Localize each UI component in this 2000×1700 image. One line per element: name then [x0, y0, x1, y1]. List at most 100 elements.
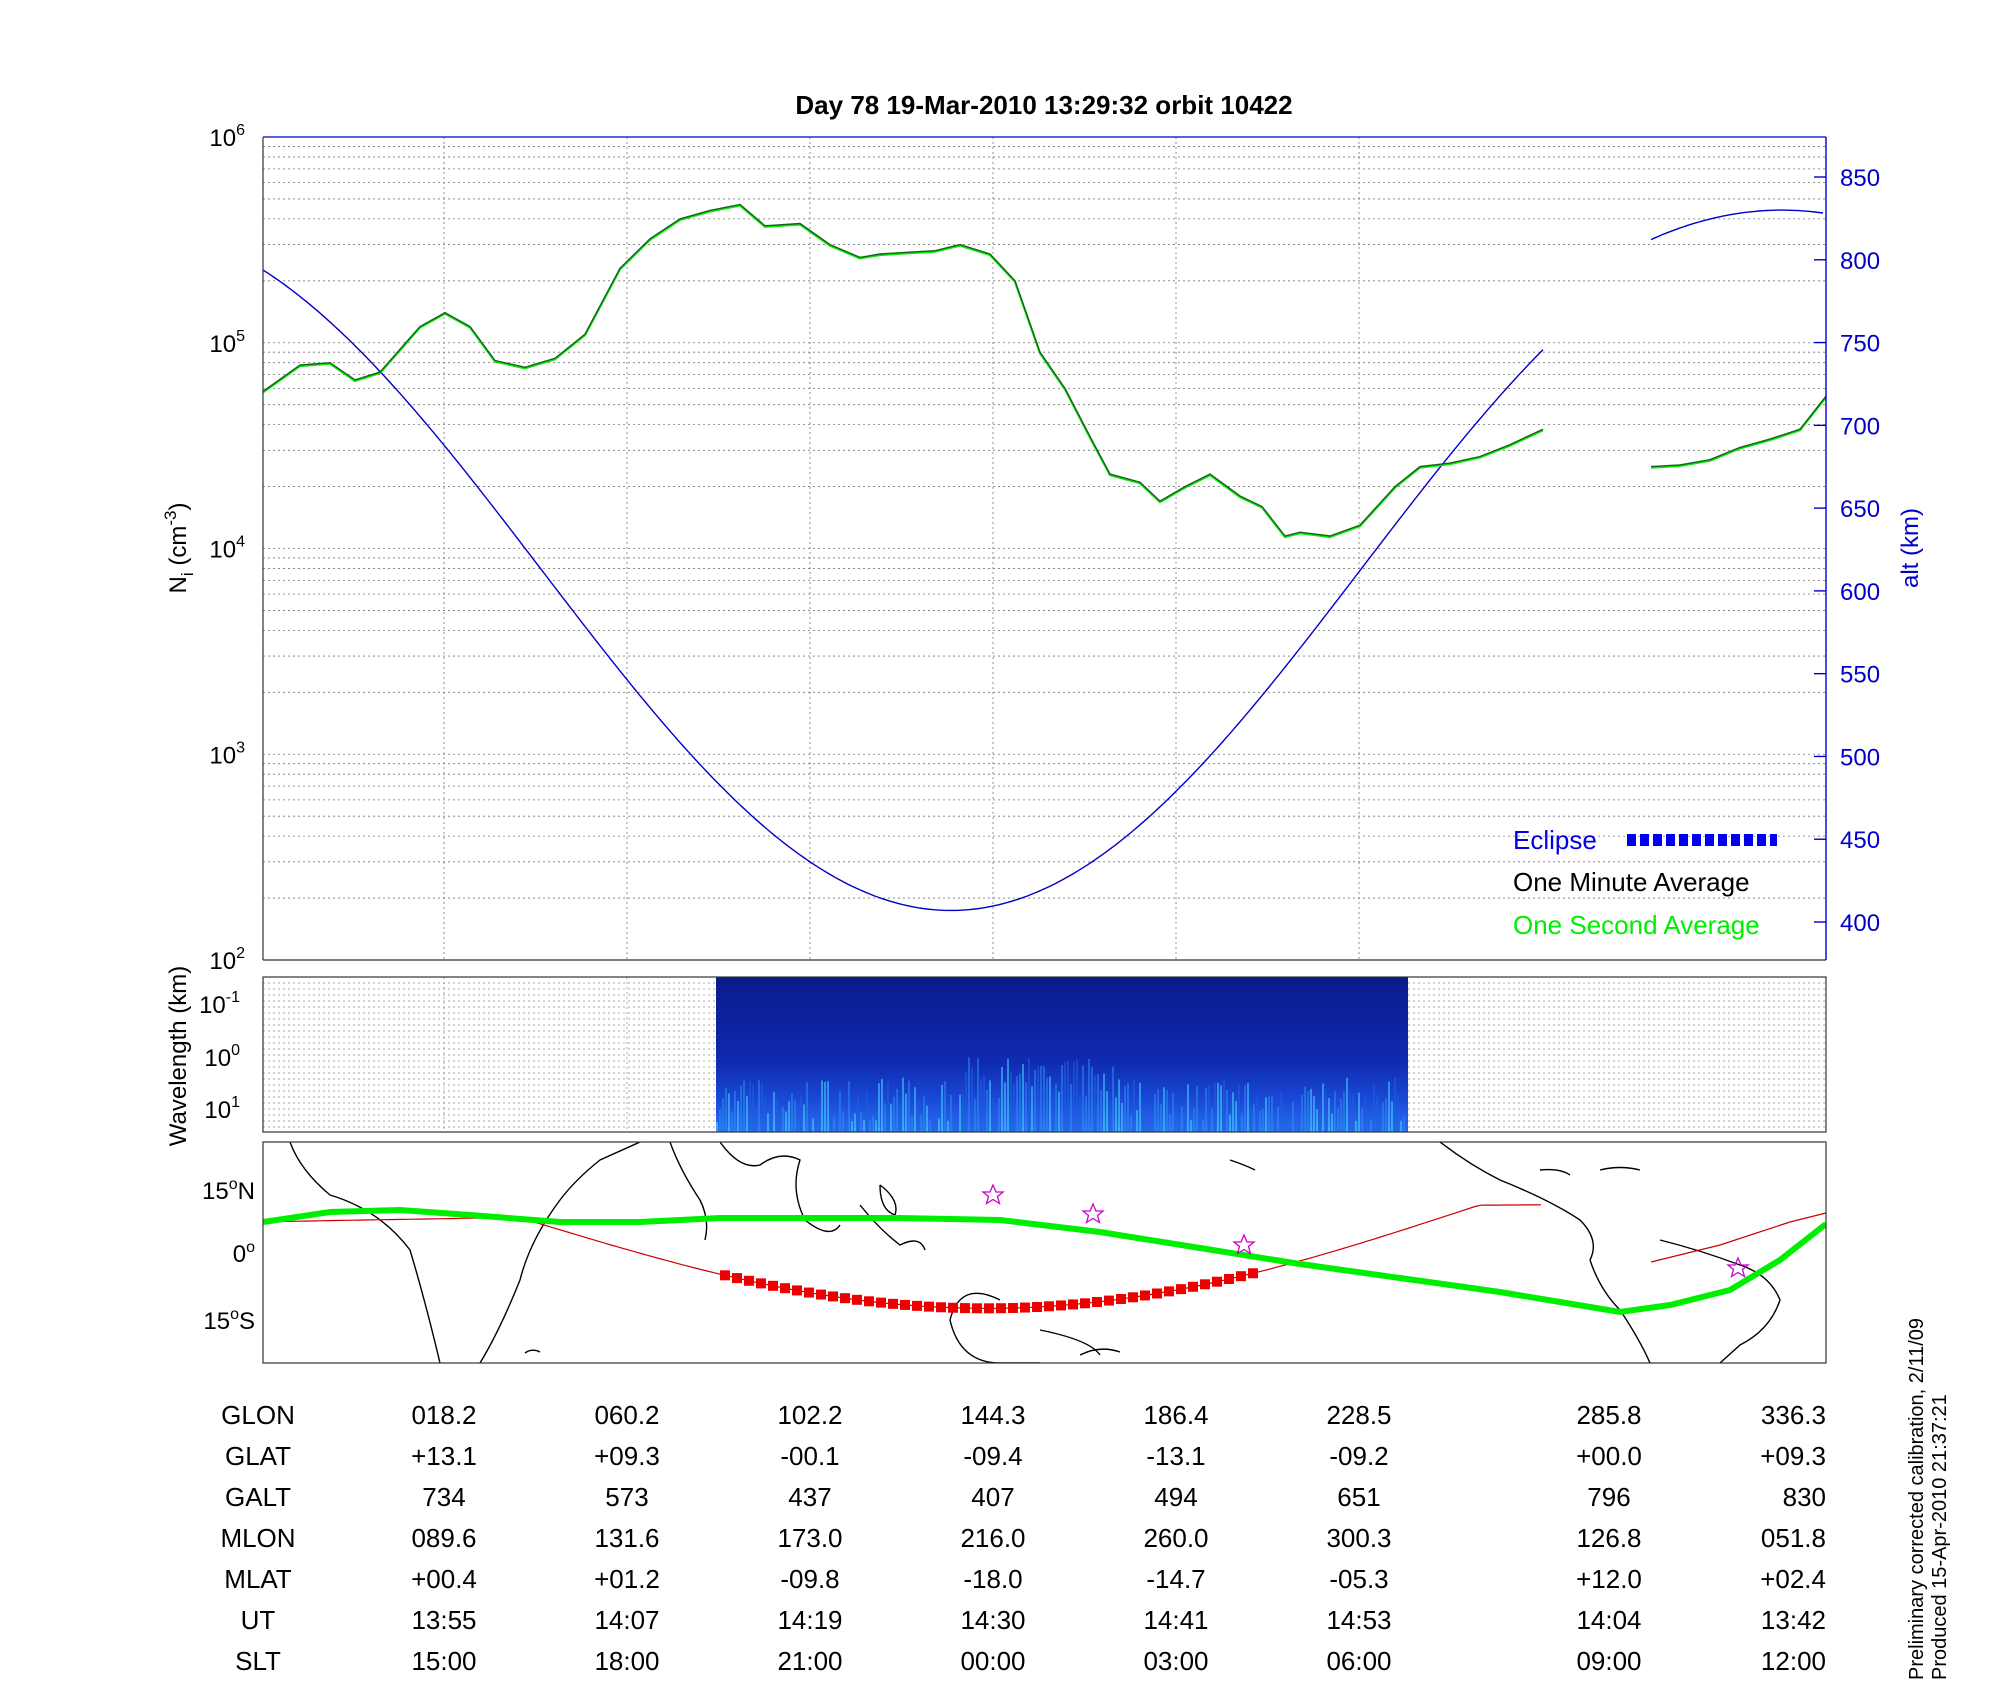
- table-cell: 14:07: [594, 1605, 659, 1635]
- track-eclipse-marker: [1140, 1290, 1150, 1301]
- wavelength-spectrogram-panel: 10-1 100 101 Wavelength (km): [165, 966, 1827, 1147]
- star-icon: [1726, 1256, 1750, 1278]
- tick-base: 10: [209, 948, 236, 975]
- track-eclipse-marker: [1032, 1302, 1042, 1313]
- station-markers: [981, 1183, 1750, 1278]
- wavelength-tick-label: 101: [204, 1094, 240, 1124]
- coastlines: [289, 1142, 1781, 1363]
- track-eclipse-marker: [1224, 1274, 1234, 1285]
- track-eclipse-marker: [1080, 1298, 1090, 1309]
- track-eclipse-marker: [1188, 1281, 1198, 1292]
- wavelength-tick-label: 100: [204, 1042, 240, 1072]
- top-grid: [263, 137, 1826, 961]
- table-cell: -14.7: [1146, 1564, 1205, 1594]
- one-minute-average-line: [263, 203, 1544, 537]
- track-eclipse-marker: [816, 1289, 826, 1300]
- table-cell: 437: [788, 1482, 831, 1512]
- latitude-tick-label: 15oS: [203, 1306, 255, 1335]
- orbit-parameter-table: GLON GLAT GALT MLON MLAT UT SLT 018.2 +13.1 734 08…: [220, 1400, 1826, 1676]
- table-cell: 300.3: [1326, 1523, 1391, 1553]
- spectrogram-image: [716, 977, 1408, 1132]
- table-cell: 14:19: [777, 1605, 842, 1635]
- table-cell: -13.1: [1146, 1441, 1205, 1471]
- table-cell: 14:53: [1326, 1605, 1391, 1635]
- table-cell: -05.3: [1329, 1564, 1388, 1594]
- table-cell: 131.6: [594, 1523, 659, 1553]
- altitude-line: [263, 269, 1544, 912]
- table-row-label: MLAT: [224, 1564, 292, 1594]
- track-eclipse-marker: [840, 1293, 850, 1304]
- table-cell: 830: [1783, 1482, 1826, 1512]
- table-cell: 18:00: [594, 1646, 659, 1676]
- one-second-average-line-segment: [1650, 396, 1826, 469]
- track-eclipse-marker: [1248, 1268, 1258, 1279]
- track-eclipse-marker: [1164, 1286, 1174, 1297]
- right-tick-label: 750: [1840, 331, 1880, 358]
- track-eclipse-marker: [768, 1280, 778, 1291]
- table-cell: +13.1: [411, 1441, 477, 1471]
- table-cell: 14:41: [1143, 1605, 1208, 1635]
- table-cell: 407: [971, 1482, 1014, 1512]
- latitude-axis-ticks: 15oN 0o 15oS: [202, 1176, 255, 1335]
- track-eclipse-marker: [996, 1303, 1006, 1314]
- track-eclipse-marker: [1152, 1288, 1162, 1299]
- track-eclipse-marker: [1212, 1276, 1222, 1287]
- chart-title: Day 78 19-Mar-2010 13:29:32 orbit 10422: [795, 90, 1292, 120]
- right-tick-label: 450: [1840, 827, 1880, 854]
- table-cell: 173.0: [777, 1523, 842, 1553]
- legend-minute-label: One Minute Average: [1513, 867, 1750, 897]
- table-cell: 144.3: [960, 1400, 1025, 1430]
- wavelength-axis-ticks: 10-1 100 101: [199, 989, 240, 1124]
- table-cell: 14:30: [960, 1605, 1025, 1635]
- track-eclipse-marker: [912, 1300, 922, 1311]
- table-cell: -09.8: [780, 1564, 839, 1594]
- track-eclipse-marker: [960, 1303, 970, 1314]
- track-eclipse-marker: [1068, 1299, 1078, 1310]
- track-eclipse-marker: [1200, 1279, 1210, 1290]
- table-cell: 796: [1587, 1482, 1630, 1512]
- tick-base: 10: [209, 125, 236, 152]
- table-row-label: GLAT: [225, 1441, 291, 1471]
- table-cell: 216.0: [960, 1523, 1025, 1553]
- star-icon: [981, 1183, 1005, 1205]
- table-cell: 051.8: [1761, 1523, 1826, 1553]
- table-cell: 15:00: [411, 1646, 476, 1676]
- table-cell: +01.2: [594, 1564, 660, 1594]
- wavelength-axis-label: Wavelength (km): [165, 966, 192, 1147]
- table-cell: 651: [1337, 1482, 1380, 1512]
- altitude-line-segment: [1650, 209, 1824, 241]
- table-cell: +00.0: [1576, 1441, 1642, 1471]
- track-eclipse-marker: [900, 1299, 910, 1310]
- legend-eclipse-label: Eclipse: [1513, 825, 1597, 855]
- right-tick-label: 400: [1840, 910, 1880, 937]
- left-tick-label: 105: [209, 328, 245, 358]
- table-cell: 060.2: [594, 1400, 659, 1430]
- tick-exponent: 3: [236, 739, 245, 756]
- tick-exponent: 5: [236, 328, 245, 345]
- latitude-tick-label: 15oN: [202, 1176, 255, 1205]
- track-eclipse-marker: [1128, 1292, 1138, 1303]
- legend-second-label: One Second Average: [1513, 910, 1760, 940]
- table-cell: 21:00: [777, 1646, 842, 1676]
- star-icon: [1232, 1233, 1256, 1255]
- table-row-label: UT: [241, 1605, 276, 1635]
- table-cell: -18.0: [963, 1564, 1022, 1594]
- tick-base: 10: [209, 742, 236, 769]
- track-eclipse-marker: [1020, 1302, 1030, 1313]
- track-eclipse-marker: [804, 1287, 814, 1298]
- track-eclipse-marker: [1116, 1294, 1126, 1305]
- one-minute-average-line-segment: [1650, 395, 1826, 468]
- orbit-track-line-segment: [1650, 1212, 1826, 1263]
- table-cell: 573: [605, 1482, 648, 1512]
- table-cell: +12.0: [1576, 1564, 1642, 1594]
- track-eclipse-marker: [864, 1296, 874, 1307]
- right-tick-label: 650: [1840, 496, 1880, 523]
- right-tick-label: 800: [1840, 248, 1880, 275]
- magnetic-equator-line: [263, 1206, 1826, 1316]
- table-cell: +09.3: [1760, 1441, 1826, 1471]
- left-tick-label: 102: [209, 945, 245, 975]
- table-cell: 09:00: [1576, 1646, 1641, 1676]
- table-cell: 06:00: [1326, 1646, 1391, 1676]
- right-tick-label: 850: [1840, 165, 1880, 192]
- tick-exponent: 2: [236, 945, 245, 962]
